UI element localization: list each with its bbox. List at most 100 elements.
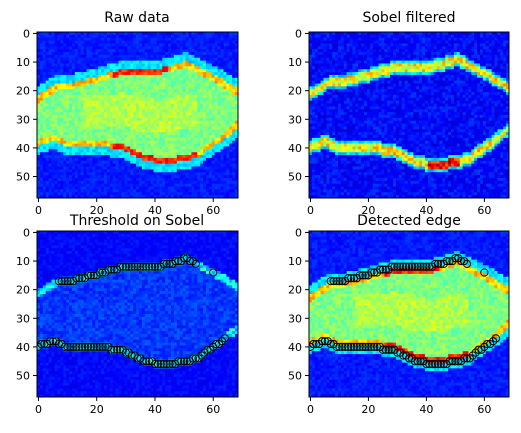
heatmap-cell xyxy=(462,34,466,39)
heatmap-cell xyxy=(66,77,70,82)
heatmap-cell xyxy=(401,57,406,62)
heatmap-cell xyxy=(106,69,111,73)
heatmap-cell xyxy=(86,126,90,130)
heatmap-cell xyxy=(147,72,152,76)
heatmap-cell xyxy=(77,46,82,50)
heatmap-cell xyxy=(92,63,96,67)
heatmap-cell xyxy=(60,100,64,104)
heatmap-cell xyxy=(89,117,93,122)
heatmap-cell xyxy=(133,92,137,96)
heatmap-cell xyxy=(71,135,76,139)
heatmap-cell xyxy=(217,177,221,182)
heatmap-cell xyxy=(185,80,189,84)
heatmap-cell xyxy=(506,54,509,59)
heatmap-cell xyxy=(442,69,446,73)
heatmap-cell xyxy=(60,123,64,127)
heatmap-cell xyxy=(101,112,105,116)
heatmap-cell xyxy=(60,57,64,62)
heatmap-cell xyxy=(173,157,178,162)
heatmap-cell xyxy=(66,60,70,64)
heatmap-cell xyxy=(127,83,131,87)
heatmap-cell xyxy=(104,123,108,127)
heatmap-cell xyxy=(337,66,342,70)
heatmap-cell xyxy=(153,66,157,70)
heatmap-cell xyxy=(71,94,76,99)
heatmap-cell xyxy=(185,137,189,142)
heatmap-cell xyxy=(77,103,82,107)
heatmap-cell xyxy=(66,100,70,104)
heatmap-cell xyxy=(159,86,163,90)
heatmap-cell xyxy=(384,49,388,53)
heatmap-cell xyxy=(182,89,186,93)
heatmap-cell xyxy=(171,180,175,185)
heatmap-cell xyxy=(424,43,429,47)
heatmap-cell xyxy=(439,46,443,50)
heatmap-cell xyxy=(214,126,219,130)
heatmap-cell xyxy=(182,120,186,124)
heatmap-cell xyxy=(200,94,204,99)
heatmap-cell xyxy=(488,57,493,62)
heatmap-cell xyxy=(173,80,178,84)
heatmap-cell xyxy=(185,183,189,187)
heatmap-cell xyxy=(118,66,122,70)
heatmap-cell xyxy=(77,32,82,36)
heatmap-cell xyxy=(211,63,216,67)
heatmap-cell xyxy=(182,49,186,53)
heatmap-cell xyxy=(156,92,160,96)
heatmap-cell xyxy=(153,157,157,162)
heatmap-cell xyxy=(101,152,105,156)
heatmap-cell xyxy=(378,60,382,64)
heatmap-cell xyxy=(159,103,163,107)
heatmap-cell xyxy=(205,126,210,130)
heatmap-cell xyxy=(144,175,149,179)
heatmap-cell xyxy=(109,52,114,56)
heatmap-cell xyxy=(74,192,79,196)
heatmap-cell xyxy=(427,66,432,70)
heatmap-cell xyxy=(208,172,213,176)
heatmap-cell xyxy=(390,37,394,41)
heatmap-cell xyxy=(95,106,99,110)
heatmap-cell xyxy=(106,155,111,159)
heatmap-cell xyxy=(74,155,79,159)
heatmap-cell xyxy=(235,120,238,124)
heatmap-cell xyxy=(74,169,79,173)
heatmap-cell xyxy=(74,103,79,107)
heatmap-cell xyxy=(133,69,137,73)
heatmap-cell xyxy=(203,126,207,130)
heatmap-cell xyxy=(80,43,85,47)
heatmap-cell xyxy=(217,117,221,122)
heatmap-cell xyxy=(214,140,219,145)
heatmap-cell xyxy=(352,66,356,70)
heatmap-cell xyxy=(332,40,336,44)
heatmap-cell xyxy=(176,69,181,73)
heatmap-cell xyxy=(156,117,160,122)
heatmap-cell xyxy=(205,166,210,170)
heatmap-cell xyxy=(63,177,67,182)
heatmap-cell xyxy=(226,160,230,165)
heatmap-cell xyxy=(112,43,117,47)
heatmap-cell xyxy=(200,115,204,119)
heatmap-cell xyxy=(77,120,82,124)
heatmap-cell xyxy=(71,129,76,133)
heatmap-cell xyxy=(63,126,67,130)
heatmap-cell xyxy=(217,52,221,56)
heatmap-cell xyxy=(138,109,143,113)
heatmap-cell xyxy=(217,140,221,145)
heatmap-cell xyxy=(127,112,131,116)
heatmap-cell xyxy=(165,94,169,99)
heatmap-cell xyxy=(185,83,189,87)
heatmap-cell xyxy=(54,40,58,44)
heatmap-cell xyxy=(214,94,219,99)
heatmap-cell xyxy=(144,140,149,145)
heatmap-cell xyxy=(485,69,490,73)
heatmap-cell xyxy=(130,180,134,185)
heatmap-cell xyxy=(205,140,210,145)
heatmap-cell xyxy=(182,40,186,44)
heatmap-cell xyxy=(445,40,449,44)
heatmap-cell xyxy=(194,32,198,36)
heatmap-cell xyxy=(112,74,117,79)
heatmap-cell xyxy=(141,140,146,145)
heatmap-cell xyxy=(80,92,85,96)
heatmap-cell xyxy=(136,132,140,136)
heatmap-cell xyxy=(226,100,230,104)
